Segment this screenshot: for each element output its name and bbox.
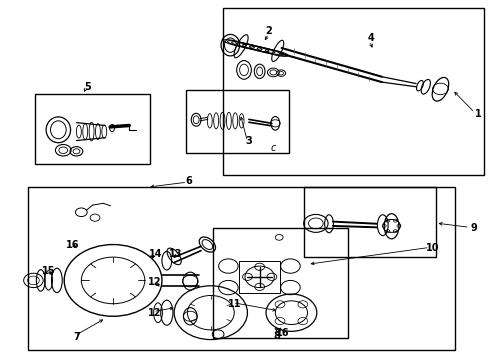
Text: 10: 10 xyxy=(426,243,440,253)
Text: 7: 7 xyxy=(73,332,80,342)
Text: 12: 12 xyxy=(148,308,161,318)
Bar xyxy=(213,228,347,338)
Text: 12: 12 xyxy=(148,277,161,287)
Bar xyxy=(27,187,455,350)
Text: 6: 6 xyxy=(185,176,192,186)
Bar xyxy=(35,94,150,164)
Text: 8: 8 xyxy=(273,331,280,341)
Text: 1: 1 xyxy=(475,109,482,119)
Text: 3: 3 xyxy=(245,136,252,145)
Text: 16: 16 xyxy=(276,328,290,338)
Text: 14: 14 xyxy=(149,248,163,258)
Text: 5: 5 xyxy=(84,82,91,92)
Text: 16: 16 xyxy=(66,239,80,249)
Text: 9: 9 xyxy=(470,224,477,233)
Text: c: c xyxy=(270,143,276,153)
Text: 13: 13 xyxy=(169,248,182,258)
Bar xyxy=(186,90,289,153)
Bar xyxy=(304,187,436,257)
Text: 2: 2 xyxy=(265,26,272,36)
Bar xyxy=(239,261,280,293)
Bar xyxy=(223,8,485,175)
Text: 4: 4 xyxy=(368,33,374,43)
Text: 15: 15 xyxy=(42,266,55,276)
Text: 11: 11 xyxy=(227,299,241,309)
